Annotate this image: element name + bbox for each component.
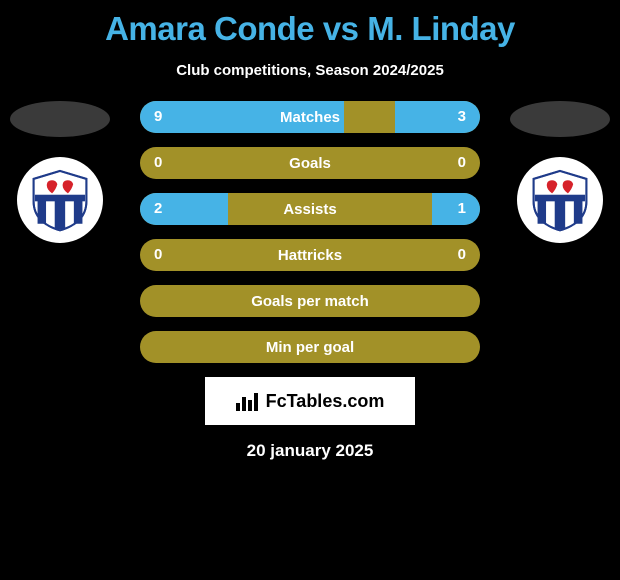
title-player2: M. Linday (367, 10, 515, 47)
title-player1: Amara Conde (105, 10, 314, 47)
stat-row: 00Goals (140, 147, 480, 179)
title-vs: vs (323, 10, 359, 47)
stat-label: Hattricks (140, 247, 480, 264)
stat-row: Goals per match (140, 285, 480, 317)
fctables-logo-icon (236, 391, 260, 411)
stat-bars: 93Matches 00Goals 21Assists 00Hattricks Goal… (140, 101, 480, 363)
player-left-column (10, 101, 110, 243)
stat-row: Min per goal (140, 331, 480, 363)
club-badge-right (517, 157, 603, 243)
stat-label: Assists (140, 201, 480, 218)
heerenveen-shield-icon (527, 167, 593, 233)
stat-label: Goals per match (140, 293, 480, 310)
player-right-oval (510, 101, 610, 137)
stat-row: 93Matches (140, 101, 480, 133)
subtitle: Club competitions, Season 2024/2025 (0, 62, 620, 79)
club-badge-left (17, 157, 103, 243)
player-left-oval (10, 101, 110, 137)
brand-text: FcTables.com (266, 391, 385, 412)
footer-date: 20 january 2025 (0, 441, 620, 461)
stat-label: Min per goal (140, 339, 480, 356)
stat-label: Matches (140, 109, 480, 126)
heerenveen-shield-icon (27, 167, 93, 233)
comparison-chart: 93Matches 00Goals 21Assists 00Hattricks Goal… (0, 101, 620, 363)
page-title: Amara Conde vs M. Linday (0, 0, 620, 48)
stat-row: 00Hattricks (140, 239, 480, 271)
stat-label: Goals (140, 155, 480, 172)
brand-badge: FcTables.com (205, 377, 415, 425)
stat-row: 21Assists (140, 193, 480, 225)
player-right-column (510, 101, 610, 243)
